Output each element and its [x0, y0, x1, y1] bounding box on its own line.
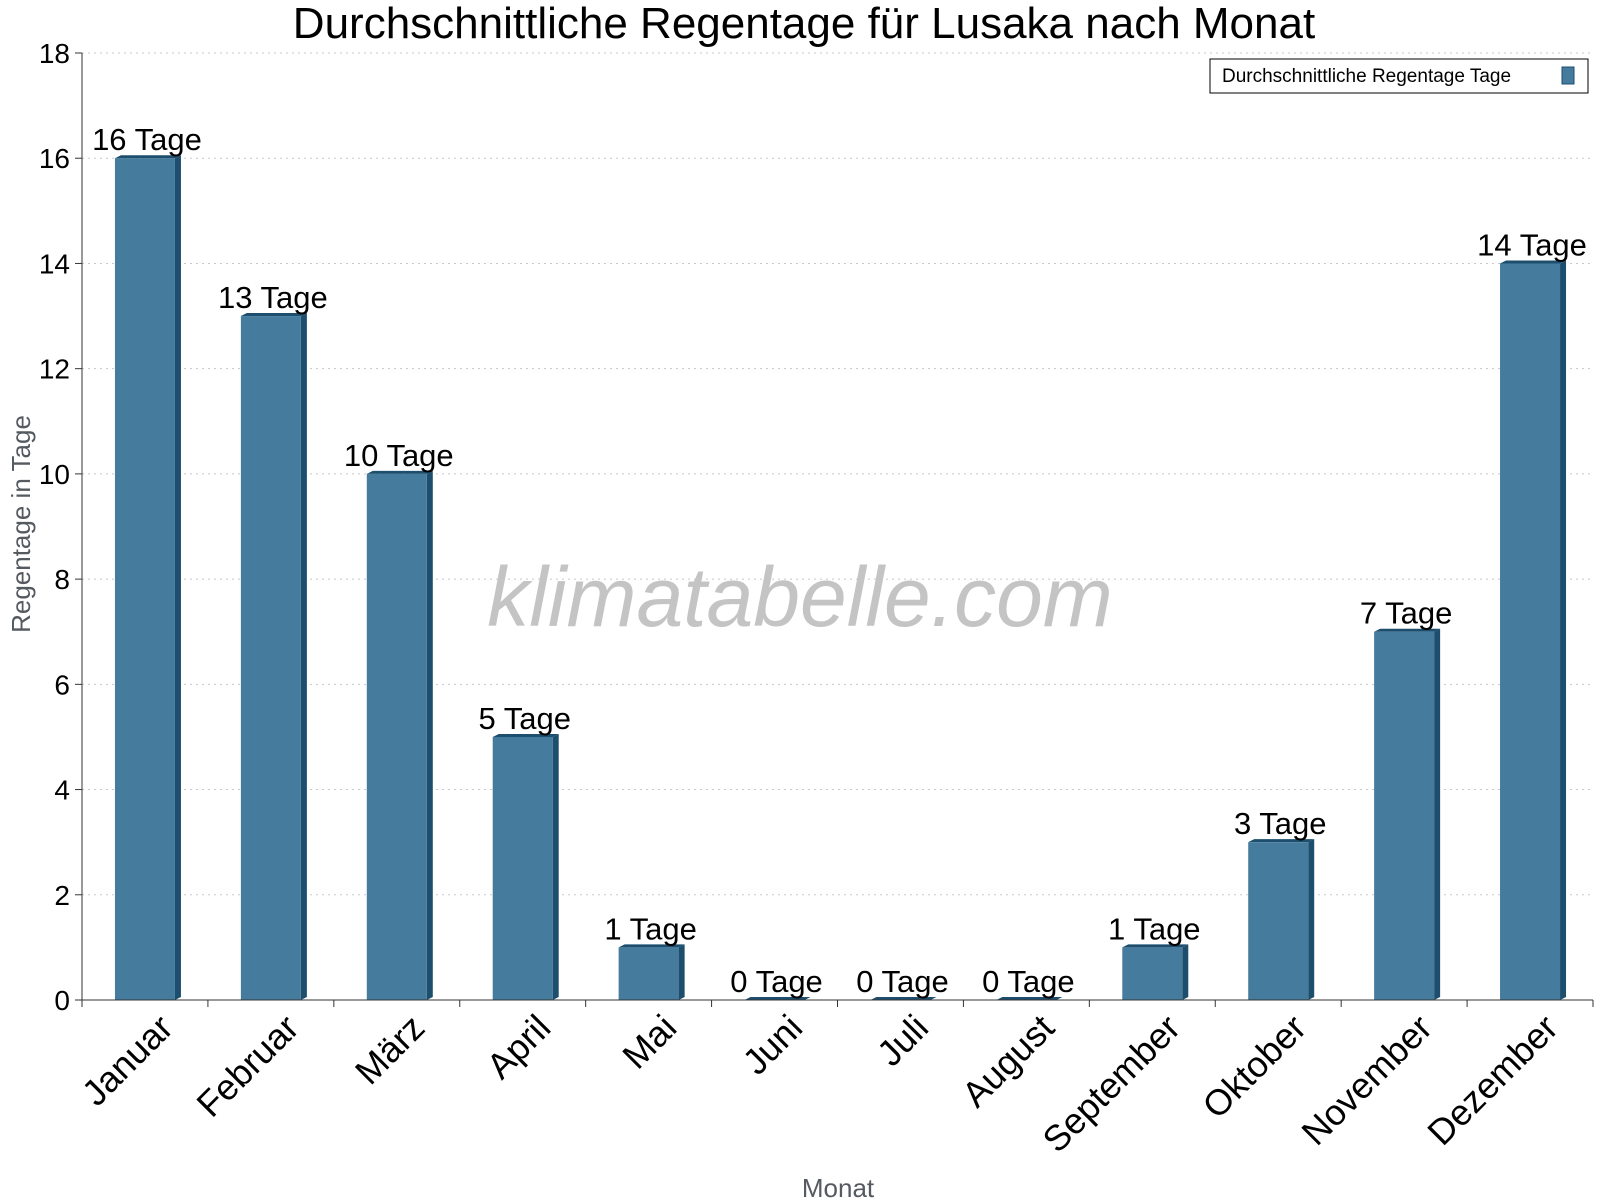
watermark-text: klimatabelle.com [487, 550, 1113, 644]
bar-3 [492, 733, 559, 1000]
data-label: 5 Tage [478, 701, 571, 736]
bar-side-face [678, 944, 685, 1000]
legend-swatch [1561, 66, 1575, 85]
bar-side-face [1434, 628, 1441, 1000]
bar-front-face [240, 316, 301, 1000]
bar-side-face [1308, 839, 1315, 1000]
x-tick-label: Mai [614, 1007, 684, 1077]
x-tick-label: Juni [735, 1007, 811, 1083]
bar-side-face [174, 155, 181, 1000]
legend-entry-label: Durchschnittliche Regentage Tage [1222, 66, 1511, 87]
y-tick-label: 0 [54, 985, 70, 1016]
bar-1 [240, 313, 307, 1000]
data-label: 1 Tage [1108, 911, 1201, 946]
bar-9 [1248, 839, 1315, 1000]
data-label: 7 Tage [1360, 596, 1453, 631]
bar-8 [1122, 944, 1189, 1000]
x-tick-label: Januar [74, 1007, 181, 1114]
x-tick-label: August [954, 1007, 1062, 1115]
bar-side-face [1182, 944, 1189, 1000]
x-tick-label: Dezember [1419, 1007, 1565, 1153]
bar-top-face [1500, 260, 1567, 264]
data-label: 1 Tage [604, 911, 697, 946]
grid-lines [82, 52, 1593, 896]
bar-front-face [492, 736, 553, 1000]
data-label: 13 Tage [218, 280, 328, 315]
bar-front-face [366, 473, 427, 1000]
y-tick-label: 2 [54, 880, 70, 911]
x-tick-label: Oktober [1194, 1007, 1314, 1127]
y-tick-label: 12 [39, 354, 70, 385]
y-tick-label: 4 [54, 775, 70, 806]
bar-top-face [114, 155, 181, 159]
bar-side-face [300, 313, 307, 1000]
bar-front-face [618, 947, 679, 1000]
bar-11 [1500, 260, 1567, 1000]
y-axis-title: Regentage in Tage [6, 415, 36, 633]
bar-top-face [240, 313, 307, 317]
data-label: 3 Tage [1234, 806, 1327, 841]
data-label: 0 Tage [982, 964, 1075, 999]
x-tick-label: März [347, 1007, 433, 1093]
bars [114, 155, 1567, 1000]
bar-6 [870, 997, 937, 1000]
bar-5 [744, 997, 811, 1000]
x-tick-label: April [478, 1007, 558, 1087]
y-tick-label: 8 [54, 564, 70, 595]
bar-10 [1374, 628, 1441, 1000]
bar-top-face [366, 470, 433, 474]
bar-7 [996, 997, 1063, 1000]
chart-title: Durchschnittliche Regentage für Lusaka n… [293, 0, 1315, 48]
data-label: 0 Tage [856, 964, 949, 999]
x-axis-title: Monat [802, 1173, 875, 1200]
bar-4 [618, 944, 685, 1000]
bar-top-face [744, 997, 811, 1000]
data-label: 16 Tage [92, 122, 202, 157]
x-tick-label: September [1034, 1007, 1188, 1161]
bar-front-face [1500, 263, 1561, 1000]
x-tick-label: Februar [188, 1007, 306, 1125]
y-tick-label: 10 [39, 459, 70, 490]
bar-top-face [618, 944, 685, 948]
bar-side-face [1560, 260, 1567, 1000]
bar-side-face [426, 470, 433, 1000]
bar-0 [114, 155, 181, 1000]
bar-top-face [870, 997, 937, 1000]
x-tick-label: Juli [869, 1007, 936, 1074]
bar-top-face [996, 997, 1063, 1000]
bar-top-face [492, 733, 559, 737]
y-tick-label: 6 [54, 669, 70, 700]
y-tick-label: 14 [39, 248, 70, 279]
data-label: 10 Tage [344, 438, 454, 473]
bar-side-face [552, 733, 559, 1000]
bar-front-face [1248, 842, 1309, 1000]
bar-front-face [1374, 631, 1435, 1000]
bar-front-face [114, 158, 175, 1000]
data-label: 14 Tage [1477, 227, 1587, 262]
data-labels: 16 Tage 13 Tage 10 Tage 5 Tage 1 Tage 0 Tage 0… [92, 122, 1587, 999]
y-tick-label: 18 [39, 38, 70, 69]
bar-front-face [1122, 947, 1183, 1000]
bar-top-face [1374, 628, 1441, 632]
data-label: 0 Tage [730, 964, 823, 999]
legend: Durchschnittliche Regentage Tage [1209, 58, 1589, 94]
legend-box [1209, 58, 1589, 94]
bar-top-face [1248, 839, 1315, 843]
y-tick-label: 16 [39, 143, 70, 174]
bar-top-face [1122, 944, 1189, 948]
bar-2 [366, 470, 433, 1000]
x-tick-label: November [1293, 1007, 1439, 1153]
